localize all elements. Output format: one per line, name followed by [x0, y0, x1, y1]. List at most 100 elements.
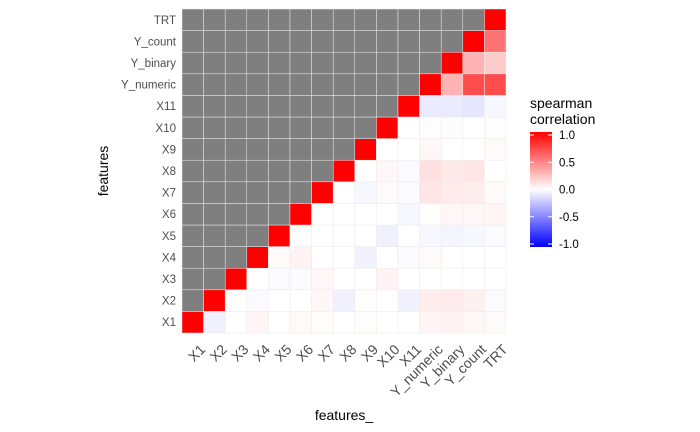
- heatmap-cell-X11-X8: [332, 95, 356, 118]
- heatmap-cell-X5-X9: [354, 224, 377, 247]
- heatmap-cell-X4-X8: [332, 246, 356, 269]
- y-tick-label-Y_numeric: Y_numeric: [121, 80, 176, 92]
- heatmap-cell-TRT-X2: [203, 8, 226, 31]
- heatmap-cell-X11-Y_numeric: [419, 95, 442, 118]
- heatmap-cell-X9-X5: [268, 138, 291, 161]
- heatmap-cell-X3-X6: [289, 267, 312, 291]
- heatmap-cell-X6-X5: [268, 203, 291, 226]
- heatmap-cell-X10-X9: [354, 116, 377, 139]
- heatmap-cell-X3-X11: [397, 267, 420, 291]
- heatmap-cell-X1-TRT: [484, 311, 507, 334]
- heatmap-cell-TRT-X6: [289, 8, 312, 31]
- heatmap-cell-X6-TRT: [484, 203, 507, 226]
- heatmap-cell-X10-X2: [203, 116, 226, 139]
- x-tick-label-X7: X7: [314, 341, 338, 365]
- heatmap-cell-X10-TRT: [484, 116, 507, 139]
- legend-tick-label: -1.0: [559, 239, 579, 251]
- heatmap-cell-Y_count-TRT: [484, 30, 507, 53]
- heatmap-cell-X4-TRT: [484, 246, 507, 269]
- x-tick-label-X3: X3: [228, 341, 252, 365]
- heatmap-cell-Y_numeric-X10: [376, 73, 399, 96]
- heatmap-cell-X6-X2: [203, 203, 226, 226]
- heatmap-cell-X2-TRT: [484, 289, 507, 312]
- heatmap-cell-Y_count-X2: [203, 30, 226, 53]
- heatmap-cell-Y_numeric-Y_count: [462, 73, 485, 96]
- heatmap-cell-TRT-X4: [246, 8, 269, 31]
- heatmap-cell-X11-X3: [224, 95, 248, 118]
- heatmap-cell-X1-X3: [224, 311, 248, 334]
- heatmap-cell-X10-X10: [376, 116, 399, 139]
- heatmap-cell-Y_binary-X3: [224, 51, 248, 75]
- legend-title-line-1: spearman: [530, 95, 592, 111]
- heatmap-cell-X3-TRT: [484, 267, 507, 291]
- heatmap-cell-Y_numeric-X11: [397, 73, 420, 96]
- x-tick-label-X2: X2: [206, 341, 230, 365]
- heatmap-cell-X1-X8: [332, 311, 356, 334]
- heatmap-cell-X4-Y_binary: [440, 246, 464, 269]
- heatmap-cell-X8-Y_binary: [440, 159, 464, 183]
- heatmap-cell-X1-X4: [246, 311, 269, 334]
- heatmap-cell-X6-X9: [354, 203, 377, 226]
- heatmap-cell-X7-Y_count: [462, 181, 485, 204]
- heatmap-cell-TRT-Y_binary: [440, 8, 464, 31]
- heatmap-cell-X1-Y_numeric: [419, 311, 442, 334]
- heatmap-cell-X11-X1: [181, 95, 204, 118]
- heatmap-cell-X11-TRT: [484, 95, 507, 118]
- heatmap-cell-Y_binary-Y_binary: [440, 51, 464, 75]
- heatmap-cell-Y_count-X9: [354, 30, 377, 53]
- heatmap-cell-X9-X3: [224, 138, 248, 161]
- heatmap-cell-X5-Y_binary: [440, 224, 464, 247]
- heatmap-cell-TRT-TRT: [484, 8, 507, 31]
- heatmap-cell-X4-X11: [397, 246, 420, 269]
- y-axis-tick-labels: X1 X2 X3 X4 X5 X6 X7 X8 X9 X10 X11 Y_numeric Y_binar…: [121, 15, 177, 329]
- heatmap-cell-X7-X9: [354, 181, 377, 204]
- heatmap-cell-X3-X7: [311, 267, 334, 291]
- heatmap-cell-Y_count-X5: [268, 30, 291, 53]
- y-tick-label-X6: X6: [162, 209, 176, 221]
- heatmap-cell-X10-Y_numeric: [419, 116, 442, 139]
- heatmap-cell-X5-Y_numeric: [419, 224, 442, 247]
- heatmap-cell-X3-X5: [268, 267, 291, 291]
- heatmap-cell-X6-X11: [397, 203, 420, 226]
- heatmap-cell-TRT-X9: [354, 8, 377, 31]
- heatmap-cell-TRT-X7: [311, 8, 334, 31]
- y-tick-label-X4: X4: [162, 252, 177, 264]
- heatmap-cell-Y_binary-X7: [311, 51, 334, 75]
- heatmap-cell-X3-X1: [181, 267, 204, 291]
- heatmap-cell-X4-X9: [354, 246, 377, 269]
- heatmap-cell-Y_numeric-Y_binary: [440, 73, 464, 96]
- y-tick-label-TRT: TRT: [154, 15, 176, 27]
- heatmap-cell-X11-X9: [354, 95, 377, 118]
- heatmap-cell-Y_numeric-X1: [181, 73, 204, 96]
- heatmap-cell-X7-X2: [203, 181, 226, 204]
- y-tick-label-Y_count: Y_count: [134, 36, 177, 48]
- heatmap-cell-X11-Y_binary: [440, 95, 464, 118]
- heatmap-cell-X1-X9: [354, 311, 377, 334]
- heatmap-cell-Y_numeric-X6: [289, 73, 312, 96]
- heatmap-cell-Y_binary-X2: [203, 51, 226, 75]
- heatmap-cell-X4-X6: [289, 246, 312, 269]
- heatmap-cell-X11-X2: [203, 95, 226, 118]
- heatmap-cell-X8-X6: [289, 159, 312, 183]
- heatmap-cell-X3-Y_binary: [440, 267, 464, 291]
- heatmap-cell-X10-X6: [289, 116, 312, 139]
- heatmap-cell-X5-X10: [376, 224, 399, 247]
- heatmap-cell-Y_count-X6: [289, 30, 312, 53]
- heatmap-cell-X3-X3: [224, 267, 248, 291]
- heatmap-cell-Y_binary-X11: [397, 51, 420, 75]
- heatmap-cell-X7-X4: [246, 181, 269, 204]
- heatmap-cell-X1-X1: [181, 311, 204, 334]
- heatmap-cell-X2-X4: [246, 289, 269, 312]
- heatmap-cell-X8-TRT: [484, 159, 507, 183]
- heatmap-cell-Y_count-Y_binary: [440, 30, 464, 53]
- heatmap-cell-Y_count-X1: [181, 30, 204, 53]
- heatmap-cell-X6-X4: [246, 203, 269, 226]
- heatmap-cell-X5-X1: [181, 224, 204, 247]
- heatmap-cell-X5-X11: [397, 224, 420, 247]
- legend-colorbar: [530, 132, 552, 247]
- y-tick-label-X11: X11: [156, 101, 176, 113]
- heatmap-cell-Y_binary-Y_numeric: [419, 51, 442, 75]
- heatmap-cell-X8-X11: [397, 159, 420, 183]
- heatmap-cell-X10-X1: [181, 116, 204, 139]
- heatmap-cell-X4-X5: [268, 246, 291, 269]
